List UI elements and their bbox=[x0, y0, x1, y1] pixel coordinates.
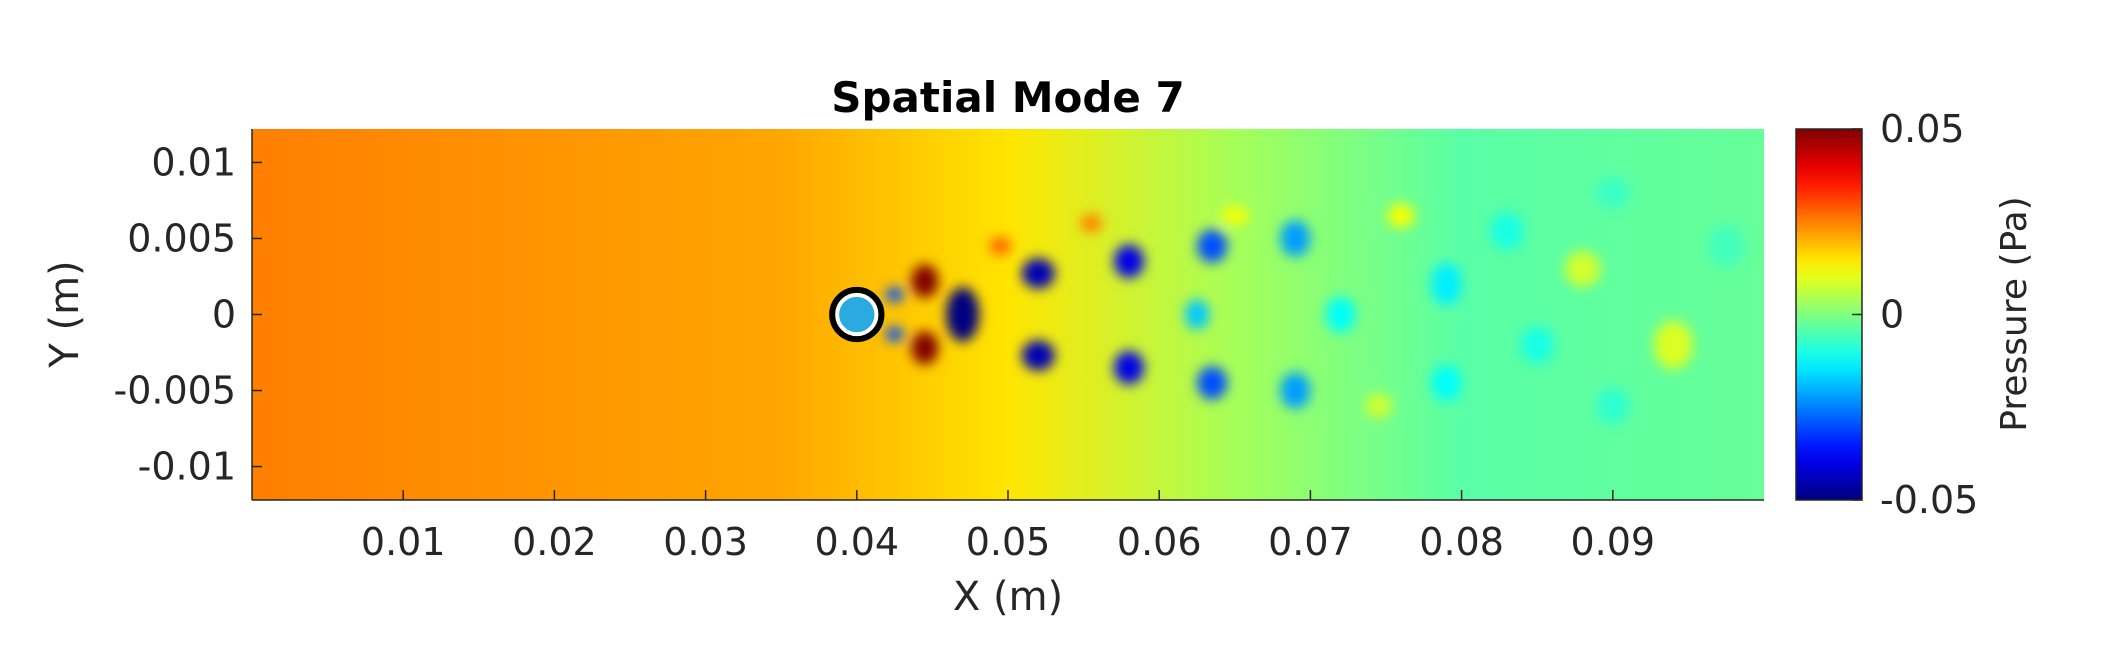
pressure-structure-24 bbox=[1564, 250, 1601, 288]
pressure-structure-14 bbox=[1221, 206, 1249, 225]
x-tick-label: 0.09 bbox=[1570, 520, 1655, 564]
pressure-structure-27 bbox=[1653, 320, 1693, 370]
cylinder-outline bbox=[829, 286, 885, 343]
cylinder-layer bbox=[829, 286, 885, 343]
y-axis-label: Y (m) bbox=[42, 260, 88, 368]
pressure-structure-20 bbox=[1431, 262, 1462, 306]
pressure-structure-2 bbox=[946, 287, 980, 342]
x-tick-label: 0.06 bbox=[1117, 520, 1202, 564]
pressure-structure-7 bbox=[989, 236, 1012, 256]
y-tick-label: -0.005 bbox=[114, 369, 237, 413]
pressure-structure-15 bbox=[1280, 220, 1311, 257]
colorbar: 0.05 0 -0.05 Pressure (Pa) bbox=[1795, 107, 2035, 522]
y-tick-label: 0.01 bbox=[151, 140, 236, 184]
pressure-structure-3 bbox=[885, 287, 904, 303]
x-tick-label: 0.01 bbox=[361, 520, 446, 564]
pressure-structure-21 bbox=[1431, 364, 1462, 402]
pressure-structure-28 bbox=[1708, 224, 1745, 268]
colorbar-tick-label: -0.05 bbox=[1880, 478, 1978, 522]
x-tick-label: 0.07 bbox=[1268, 520, 1353, 564]
x-axis-ticks: 0.01 0.02 0.03 0.04 0.05 0.06 0.07 0.08 0.09 bbox=[361, 490, 1655, 564]
pressure-structure-22 bbox=[1490, 212, 1524, 250]
pressure-structure-13 bbox=[1184, 299, 1210, 330]
pressure-structure-16 bbox=[1280, 372, 1311, 409]
colorbar-tick-label: 0 bbox=[1880, 293, 1904, 337]
chart-title: Spatial Mode 7 bbox=[831, 73, 1185, 122]
y-axis-ticks: 0.01 0.005 0 -0.005 -0.01 bbox=[114, 140, 262, 489]
pressure-structure-25 bbox=[1596, 387, 1630, 424]
x-tick-label: 0.04 bbox=[814, 520, 899, 564]
pressure-structure-19 bbox=[1364, 393, 1393, 418]
cylinder-marker bbox=[835, 292, 879, 337]
colorbar-label: Pressure (Pa) bbox=[1994, 196, 2035, 431]
pressure-structure-4 bbox=[885, 326, 904, 342]
pressure-structure-23 bbox=[1520, 326, 1554, 364]
pressure-structure-12 bbox=[1197, 366, 1228, 400]
plot-area: 0.01 0.02 0.03 0.04 0.05 0.06 0.07 0.08 0.09 0.0… bbox=[114, 129, 1764, 564]
pressure-structure-6 bbox=[1021, 340, 1055, 371]
pressure-structure-0 bbox=[911, 264, 939, 298]
y-tick-label: 0 bbox=[212, 293, 236, 337]
x-tick-label: 0.05 bbox=[966, 520, 1051, 564]
x-tick-label: 0.03 bbox=[663, 520, 748, 564]
colorbar-ticks: 0.05 0 -0.05 bbox=[1852, 107, 1978, 522]
background-field bbox=[252, 129, 1764, 500]
pressure-structure-9 bbox=[1113, 244, 1145, 279]
y-tick-label: -0.01 bbox=[138, 445, 236, 489]
pressure-structure-26 bbox=[1596, 177, 1630, 209]
pressure-structure-18 bbox=[1387, 203, 1415, 228]
pressure-structure-8 bbox=[1080, 214, 1102, 233]
pressure-structure-1 bbox=[911, 331, 939, 365]
x-axis-label: X (m) bbox=[953, 574, 1063, 620]
pressure-structure-11 bbox=[1197, 229, 1228, 263]
x-tick-label: 0.02 bbox=[512, 520, 597, 564]
pressure-structures bbox=[885, 177, 1745, 424]
colorbar-gradient bbox=[1795, 128, 1863, 501]
pressure-structure-10 bbox=[1113, 350, 1145, 385]
pressure-structure-17 bbox=[1325, 296, 1356, 333]
pressure-structure-5 bbox=[1021, 258, 1055, 289]
y-tick-label: 0.005 bbox=[127, 216, 236, 260]
x-tick-label: 0.08 bbox=[1419, 520, 1504, 564]
colorbar-tick-label: 0.05 bbox=[1880, 107, 1965, 151]
